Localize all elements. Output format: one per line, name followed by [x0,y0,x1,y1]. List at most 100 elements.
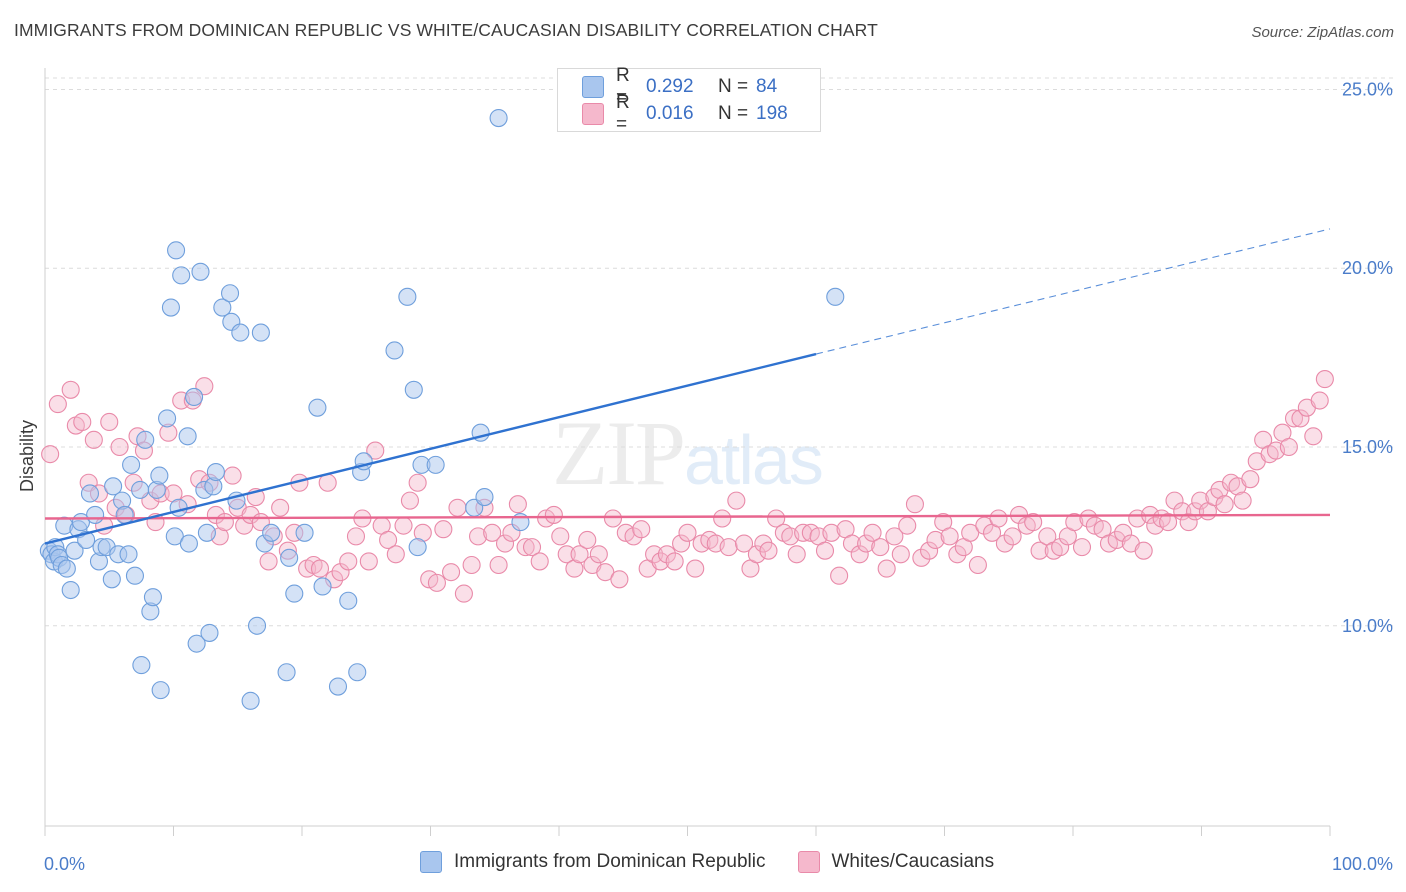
point-dominican [115,505,134,524]
point-whites [386,545,405,564]
point-whites [400,491,419,510]
legend-label-dominican: Immigrants from Dominican Republic [454,851,766,872]
point-whites [318,473,337,492]
point-whites [787,545,806,564]
point-whites [1065,513,1084,532]
point-dominican [136,430,155,449]
point-whites [961,523,980,542]
point-whites [508,495,527,514]
point-whites [483,523,502,542]
point-whites [1241,470,1260,489]
point-whites [871,538,890,557]
point-whites [1284,409,1304,428]
point-whites [830,566,849,585]
point-dominican [178,427,197,446]
point-dominican [231,323,250,342]
point-whites [1079,509,1098,528]
source-label: Source: ZipAtlas.com [1251,24,1394,41]
point-whites [73,412,92,432]
point-dominican [187,634,206,653]
series-legend: Immigrants from Dominican Republic White… [420,851,1026,873]
legend-swatch-blue [582,76,604,98]
y-tick-label: 10.0% [1342,616,1393,636]
trend-line-dominican-extension [815,228,1331,355]
point-whites [719,538,738,557]
point-whites [759,541,778,560]
point-dominican [295,523,314,542]
point-whites [672,534,691,553]
point-whites [565,559,584,578]
point-whites [1279,437,1298,457]
point-whites [727,491,746,510]
point-dominican [169,498,188,517]
point-dominican [213,298,232,317]
point-dominican [313,577,332,596]
point-whites [408,473,427,492]
axes [44,68,1331,836]
point-whites [61,380,80,399]
chart-title: IMMIGRANTS FROM DOMINICAN REPUBLIC VS WH… [14,20,878,40]
point-whites [596,563,615,582]
point-whites [1072,538,1092,557]
legend-n-value: 198 [756,103,788,124]
point-whites [850,545,869,564]
point-dominican [200,623,219,642]
point-whites [651,552,670,571]
point-whites [394,516,413,535]
point-whites [898,516,917,535]
point-dominican [328,677,348,696]
point-dominican [197,523,216,542]
point-whites [975,516,994,535]
point-whites [989,509,1008,528]
point-dominican [426,455,445,474]
point-whites [223,466,242,485]
point-whites [522,538,542,557]
point-dominican [339,591,358,610]
point-dominican [80,484,100,503]
point-whites [1310,391,1329,410]
point-dominican [191,262,210,281]
legend-item-whites[interactable]: Whites/Caucasians [797,851,994,873]
point-whites [100,412,119,432]
point-dominican [125,566,144,585]
point-dominican [404,380,423,399]
legend-item-dominican[interactable]: Immigrants from Dominican Republic [420,851,766,873]
legend-r-label: R = [616,65,630,108]
point-whites [454,584,473,603]
point-whites [686,559,705,578]
legend-r-label: R = [616,92,630,135]
point-whites [557,545,576,564]
point-dominican [277,663,296,682]
trend-lines [44,228,1331,545]
legend-swatch-blue [420,851,442,873]
point-dominican [161,298,180,317]
point-whites [940,527,959,546]
point-dominican [408,538,427,557]
point-dominican [131,480,150,499]
point-whites [912,548,931,567]
watermark-logo: ZIPatlas [552,400,824,506]
point-whites [665,552,684,571]
point-whites [1159,513,1178,532]
point-whites [767,509,786,528]
point-whites [271,498,290,517]
point-whites [603,509,623,528]
point-dominican [77,530,96,550]
axis-labels: 10.0% 15.0% 20.0% 25.0% 0.0% 100.0% Disability [17,79,1393,874]
point-whites [310,559,330,578]
point-whites [570,545,589,564]
point-whites [713,509,732,528]
y-tick-label: 15.0% [1342,437,1393,457]
point-whites [891,545,910,564]
point-whites [468,527,488,546]
y-tick-label: 20.0% [1342,258,1393,278]
point-whites [41,445,60,464]
point-whites [794,523,813,542]
point-whites [489,555,508,575]
point-dominican [280,548,299,567]
point-dominican [220,284,240,303]
point-dominican [122,455,141,474]
point-dominican [158,409,177,428]
legend-r-value: 0.292 [646,76,694,97]
point-whites [645,545,664,564]
